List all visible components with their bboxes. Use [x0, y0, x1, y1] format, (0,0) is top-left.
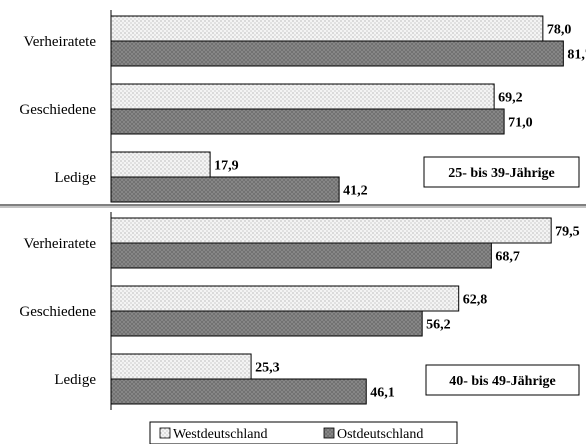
- legend-swatch-west: [159, 427, 171, 439]
- panel-40-49: Verheiratete 79,5 68,7 Geschiedene 62,8 56,2 L…: [19, 212, 580, 410]
- bar-east: [110, 108, 505, 135]
- bar-west: [110, 285, 460, 312]
- value-label-east: 41,2: [343, 184, 368, 199]
- category-label: Geschiedene: [19, 102, 96, 118]
- category-label: Verheiratete: [24, 236, 97, 252]
- panel-25-39: Verheiratete 78,0 81,7 Geschiedene 69,2 71,0 L…: [19, 10, 586, 203]
- panel-label: 40- bis 49-Jährige: [449, 374, 556, 389]
- value-label-west: 79,5: [555, 225, 580, 240]
- legend: Westdeutschland Ostdeutschland: [149, 421, 458, 444]
- value-label-west: 17,9: [214, 159, 239, 174]
- legend-swatch-east: [323, 427, 335, 439]
- legend-label-west: Westdeutschland: [173, 427, 268, 442]
- legend-label-east: Ostdeutschland: [337, 427, 423, 442]
- legend-box: [149, 421, 458, 444]
- bar-west: [110, 151, 211, 178]
- value-label-west: 78,0: [547, 23, 572, 38]
- value-label-east: 81,7: [567, 48, 586, 63]
- value-label-east: 68,7: [495, 250, 520, 265]
- value-label-east: 46,1: [370, 386, 395, 401]
- bar-west: [110, 83, 495, 110]
- value-label-west: 69,2: [498, 91, 523, 106]
- value-label-east: 56,2: [426, 318, 451, 333]
- bar-east: [110, 176, 340, 203]
- category-label: Geschiedene: [19, 304, 96, 320]
- value-label-west: 62,8: [463, 293, 488, 308]
- bar-east: [110, 310, 423, 337]
- panel-label: 25- bis 39-Jährige: [448, 166, 555, 181]
- category-label: Verheiratete: [24, 34, 97, 50]
- bar-east: [110, 40, 564, 67]
- bar-west: [110, 15, 544, 42]
- value-label-west: 25,3: [255, 361, 280, 376]
- bar-west: [110, 217, 552, 244]
- bar-east: [110, 242, 492, 269]
- bar-west: [110, 353, 252, 380]
- value-label-east: 71,0: [508, 116, 532, 131]
- category-label: Ledige: [54, 170, 96, 186]
- category-label: Ledige: [54, 372, 96, 388]
- bar-east: [110, 378, 367, 405]
- panel-label-box: [425, 364, 580, 396]
- panel-label-box: [423, 156, 580, 188]
